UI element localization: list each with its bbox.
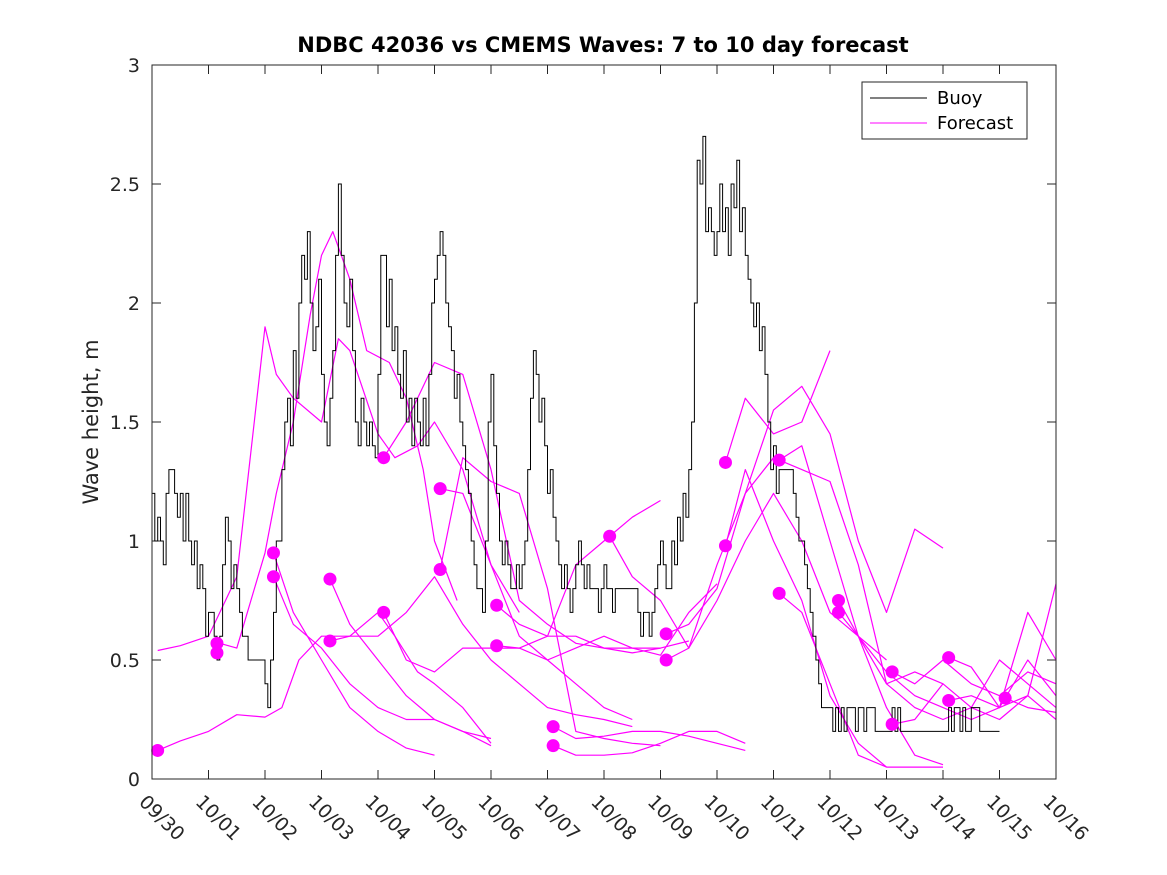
forecast-start-marker	[718, 455, 732, 469]
plot-area	[152, 65, 1056, 779]
y-tick-label: 0	[128, 769, 140, 791]
forecast-start-marker	[151, 743, 165, 757]
forecast-start-marker	[490, 598, 504, 612]
forecast-line	[552, 730, 746, 756]
y-tick-label: 2.5	[110, 174, 140, 196]
forecast-start-marker	[831, 605, 845, 619]
forecast-line	[219, 231, 458, 649]
series-layer	[152, 135, 1057, 768]
forecast-start-marker	[942, 651, 956, 665]
forecast-line	[948, 611, 1057, 709]
forecast-line	[329, 578, 492, 747]
forecast-line	[778, 592, 943, 768]
forecast-start-marker	[490, 639, 504, 653]
forecast-start-marker	[377, 451, 391, 465]
forecast-start-marker	[546, 720, 560, 734]
legend-forecast-label: Forecast	[937, 113, 1013, 134]
forecast-start-marker	[772, 453, 786, 467]
chart-title: NDBC 42036 vs CMEMS Waves: 7 to 10 day f…	[297, 33, 908, 57]
forecast-line	[609, 492, 887, 661]
forecast-start-marker	[433, 482, 447, 496]
forecast-line	[157, 326, 520, 652]
forecast-start-marker	[831, 594, 845, 607]
forecast-line	[724, 350, 831, 463]
forecast-start-marker	[266, 570, 280, 584]
forecast-start-marker	[998, 691, 1012, 705]
forecast-line	[329, 576, 633, 728]
forecast-start-marker	[323, 572, 337, 586]
forecast-start-marker	[433, 563, 447, 577]
forecast-start-marker	[659, 653, 673, 667]
y-tick-label: 1	[128, 531, 140, 553]
forecast-line	[552, 726, 746, 751]
forecast-line	[837, 600, 1057, 721]
y-tick-label: 2	[128, 293, 140, 315]
y-tick-label: 1.5	[110, 412, 140, 434]
legend: Buoy Forecast	[861, 81, 1028, 140]
forecast-start-marker	[659, 627, 673, 641]
legend-box	[861, 81, 1028, 140]
legend-buoy-label: Buoy	[937, 88, 983, 109]
forecast-line	[891, 659, 1057, 697]
forecast-start-marker	[718, 539, 732, 553]
forecast-line	[439, 457, 661, 747]
forecast-line	[1004, 697, 1057, 713]
y-tick-label: 0.5	[110, 650, 140, 672]
forecast-start-marker	[210, 646, 224, 660]
forecast-start-marker	[603, 529, 617, 543]
plot-frame	[151, 64, 1057, 780]
forecast-start-marker	[885, 665, 899, 679]
forecast-line	[665, 385, 944, 635]
forecast-start-marker	[323, 634, 337, 648]
forecast-start-marker	[546, 739, 560, 753]
forecast-line	[272, 552, 435, 756]
forecast-line	[439, 488, 633, 721]
buoy-line	[152, 135, 1000, 732]
forecast-line	[157, 611, 492, 751]
forecast-start-marker	[377, 605, 391, 619]
forecast-line	[383, 361, 689, 654]
y-axis-label: Wave height, m	[79, 339, 103, 504]
forecast-line	[496, 583, 718, 661]
forecast-start-marker	[942, 693, 956, 707]
forecast-start-marker	[210, 636, 224, 650]
forecast-start-marker	[885, 717, 899, 731]
forecast-start-marker	[772, 586, 786, 600]
y-tick-label: 3	[128, 55, 140, 77]
marker-layer	[151, 451, 1012, 757]
forecast-line	[724, 469, 887, 768]
y-axis: 0 0.5 1 1.5 2 2.5 3	[110, 55, 1056, 791]
forecast-start-marker	[266, 546, 280, 560]
